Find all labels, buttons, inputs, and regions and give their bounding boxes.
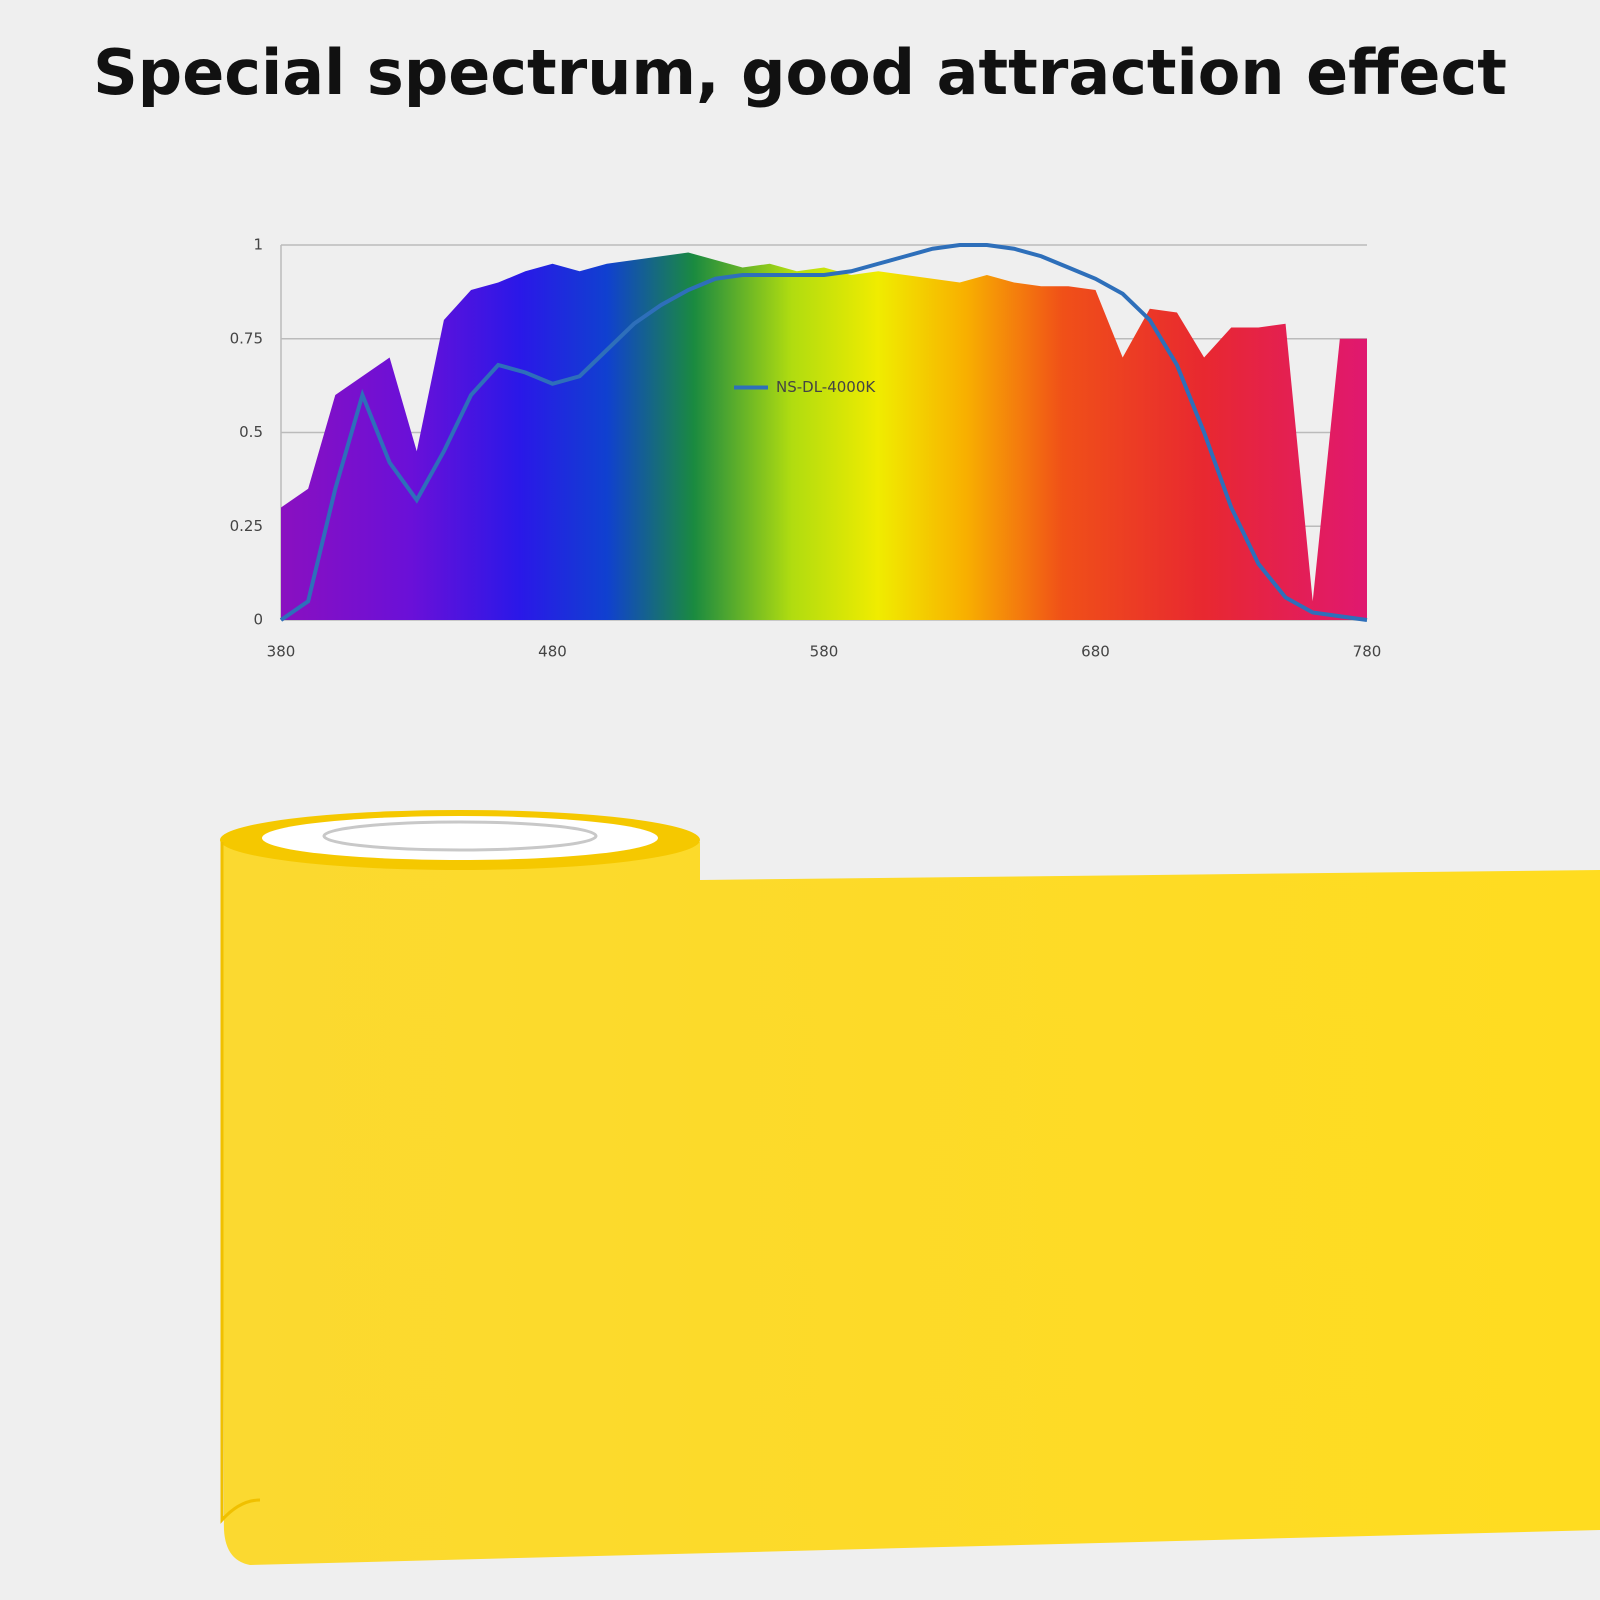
x-tick-label: 580 [810, 643, 839, 661]
spectrum-area [281, 252, 1367, 620]
y-tick-label: 0.25 [230, 517, 263, 535]
y-tick-label: 0.75 [230, 329, 263, 347]
page-title: Special spectrum, good attraction effect [93, 36, 1507, 109]
series-line [279, 243, 1368, 622]
y-tick-label: 0.5 [239, 423, 263, 441]
y-tick-label: 0 [253, 611, 263, 629]
x-tick-label: 680 [1081, 643, 1110, 661]
roll-core-ring [322, 820, 598, 852]
x-tick-label: 380 [267, 643, 296, 661]
tape-body [222, 842, 1600, 1565]
y-tick-label: 1 [253, 236, 263, 254]
plot: 0 0.25 0.5 0.75 1 380 480 580 680 780 NS-DL-4000K [230, 236, 1382, 661]
tape-roll [220, 810, 1600, 1565]
x-tick-label: 780 [1353, 643, 1382, 661]
legend-label: NS-DL-4000K [776, 378, 876, 396]
roll-edge [220, 842, 261, 1524]
x-tick-label: 480 [538, 643, 567, 661]
